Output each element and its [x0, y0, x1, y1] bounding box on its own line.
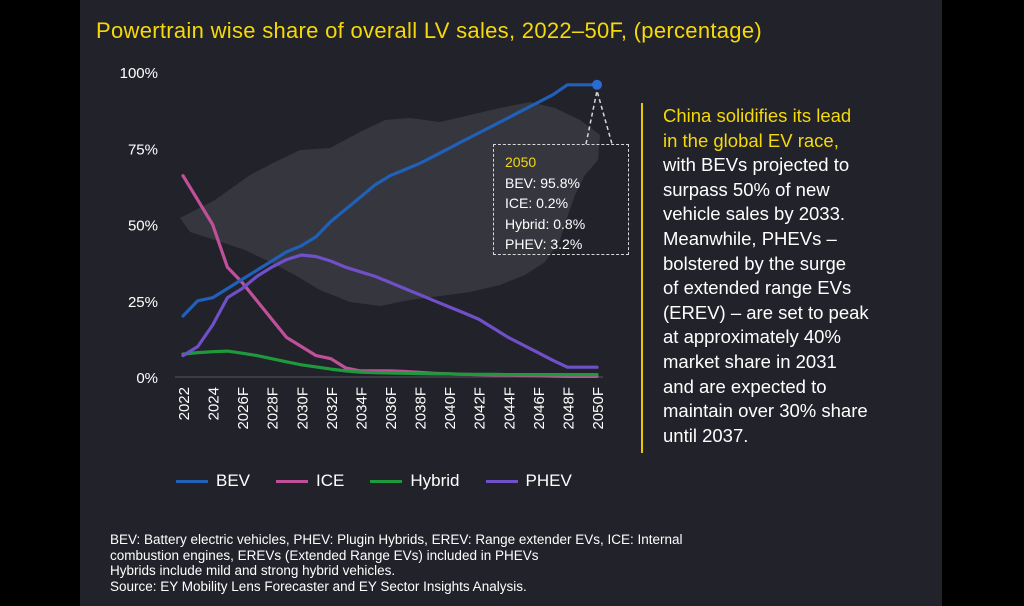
footnotes: BEV: Battery electric vehicles, PHEV: Pl…: [110, 532, 810, 594]
commentary-line: surpass 50% of new: [663, 178, 830, 200]
x-tick-label: 2022: [176, 387, 193, 420]
legend-swatch-phev: [485, 479, 518, 483]
y-tick-label: 75%: [128, 141, 158, 158]
y-tick-label: 100%: [120, 65, 158, 82]
series-line-bev: [181, 83, 599, 318]
legend-label-hybrid: Hybrid: [410, 471, 460, 490]
legend-swatch-ice: [276, 479, 309, 483]
series-line-phev: [181, 253, 599, 369]
commentary-highlight-1: China solidifies its lead: [663, 105, 852, 126]
x-tick-label: 2042F: [472, 387, 489, 430]
legend-swatch-hybrid: [370, 479, 403, 483]
tooltip-bev: BEV: 95.8%: [505, 174, 580, 191]
x-tick-label: 2036F: [383, 387, 400, 430]
tooltip-pointer: [585, 90, 613, 145]
legend-item-phev: PHEV: [485, 471, 572, 491]
commentary-divider: [641, 103, 643, 453]
y-tick-label: 25%: [128, 294, 158, 311]
bev-endpoint-dot: [592, 79, 602, 90]
x-tick-label: 2026F: [235, 387, 252, 430]
chart-legend: BEV ICE Hybrid PHEV: [176, 471, 598, 491]
commentary-line: and are expected to: [663, 375, 827, 397]
legend-label-ice: ICE: [316, 471, 345, 490]
footnote-line: Hybrids include mild and strong hybrid v…: [110, 563, 396, 578]
x-tick-label: 2046F: [531, 387, 548, 430]
commentary: China solidifies its lead in the global …: [663, 104, 938, 448]
y-tick-label: 0%: [136, 370, 158, 387]
x-tick-label: 2028F: [265, 387, 282, 430]
x-tick-label: 2050F: [590, 387, 607, 430]
tooltip-hybrid: Hybrid: 0.8%: [505, 215, 586, 232]
commentary-line: market share in 2031: [663, 350, 837, 372]
commentary-line: bolstered by the surge: [663, 252, 847, 274]
commentary-line: (EREV) – are set to peak: [663, 301, 869, 323]
legend-item-hybrid: Hybrid: [370, 471, 460, 491]
x-tick-label: 2024: [206, 387, 223, 420]
commentary-line: Meanwhile, PHEVs –: [663, 227, 837, 249]
tooltip-phev: PHEV: 3.2%: [505, 236, 583, 252]
commentary-line: vehicle sales by 2033.: [663, 203, 846, 225]
legend-label-phev: PHEV: [525, 471, 572, 490]
y-tick-label: 50%: [128, 218, 158, 235]
chart-title: Powertrain wise share of overall LV sale…: [96, 18, 762, 43]
china-map-silhouette: [180, 102, 600, 306]
commentary-line: maintain over 30% share: [663, 400, 868, 422]
x-tick-label: 2040F: [442, 387, 459, 430]
legend-swatch-bev: [176, 479, 208, 483]
footnote-line: Source: EY Mobility Lens Forecaster and …: [110, 578, 527, 594]
x-tick-label: 2030F: [294, 387, 311, 430]
commentary-line: of extended range EVs: [663, 277, 852, 299]
x-tick-label: 2034F: [353, 387, 370, 430]
legend-item-bev: BEV: [176, 471, 250, 491]
x-tick-label: 2038F: [413, 387, 430, 430]
commentary-highlight-2: in the global EV race,: [663, 129, 839, 151]
x-tick-label: 2044F: [501, 387, 518, 430]
tooltip-year: 2050: [505, 154, 537, 170]
x-tick-label: 2032F: [324, 387, 341, 430]
x-tick-label: 2048F: [560, 387, 577, 430]
footnote-line: BEV: Battery electric vehicles, PHEV: Pl…: [110, 532, 683, 547]
legend-item-ice: ICE: [276, 471, 344, 491]
footnote-line: combustion engines, EREVs (Extended Rang…: [110, 547, 539, 563]
tooltip-ice: ICE: 0.2%: [505, 195, 569, 211]
series-line-hybrid: [181, 349, 599, 377]
commentary-line: until 2037.: [663, 424, 749, 446]
commentary-line: with BEVs projected to: [663, 154, 850, 176]
commentary-line: at approximately 40%: [663, 326, 841, 348]
legend-label-bev: BEV: [216, 471, 251, 490]
tooltip-2050: 2050 BEV: 95.8% ICE: 0.2% Hybrid: 0.8% P…: [493, 144, 629, 255]
